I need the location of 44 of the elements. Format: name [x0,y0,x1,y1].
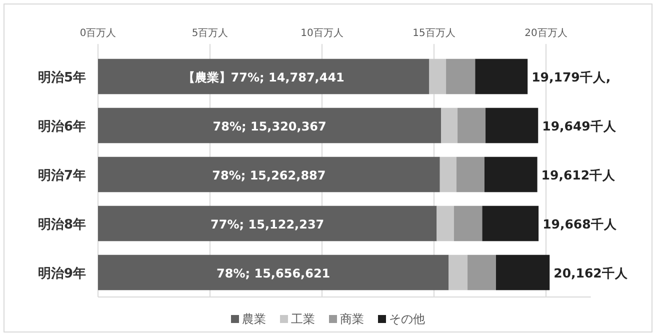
bar [448,254,468,290]
bar [496,254,550,290]
bar [456,156,484,192]
annotation: 78%; 15,656,621 [216,266,330,280]
bar [98,206,437,242]
x-tick-label: 0百万人 [80,28,116,39]
total-label: 19,179千人, [532,70,611,84]
bar [441,108,458,144]
annotation: 77%; 15,122,237 [210,218,324,232]
x-tick-label: 10百万人 [300,28,344,39]
bar [98,156,440,192]
y-tick-label: 明治9年 [38,266,86,282]
bar [486,108,538,144]
bar [482,206,539,242]
bar [475,58,528,94]
annotation: 78%; 15,320,367 [212,120,326,134]
bar [484,156,538,192]
x-tick-label: 15百万人 [412,28,456,39]
legend-label: その他 [389,312,425,326]
annotation: 78%; 15,262,887 [212,168,326,182]
total-label: 20,162千人 [554,266,629,280]
bar [436,206,454,242]
bar [454,206,482,242]
bar [468,254,496,290]
y-tick-label: 明治7年 [38,168,86,184]
bar [98,108,442,144]
y-tick-label: 明治6年 [38,118,86,134]
bar [429,58,446,94]
y-tick-label: 明治5年 [38,70,86,86]
total-label: 19,668千人 [542,216,618,232]
total-label: 19,649千人 [542,118,618,134]
annotation: 【農業】77%; 14,787,441 [182,70,344,84]
x-tick-label: 5百万人 [192,28,228,39]
bar [458,108,486,144]
bar [98,58,430,94]
total-label: 19,612千人 [541,168,617,182]
y-tick-label: 明治8年 [38,216,86,232]
legend-label: 農業 [242,312,266,326]
bar [98,254,449,290]
bar [446,58,476,94]
legend-label: 商業 [340,312,364,326]
legend-label: 工業 [291,312,315,326]
bar [440,156,456,192]
x-tick-label: 20百万人 [524,28,568,39]
